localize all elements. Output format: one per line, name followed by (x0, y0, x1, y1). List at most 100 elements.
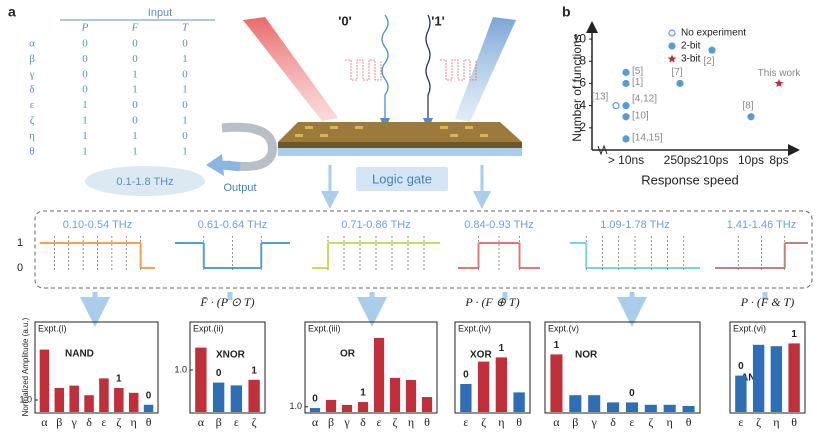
x-tick-label: β (56, 415, 62, 429)
gate-name: OR (340, 349, 356, 360)
bit-label: 1 (554, 340, 560, 351)
row-label: α (29, 38, 35, 50)
bar (99, 378, 109, 412)
x-tick-label: ε (376, 415, 381, 429)
bar (373, 337, 385, 412)
range-label: 0.71-0.86 THz (341, 219, 411, 231)
range-label: 0.10-0.54 THz (63, 219, 133, 231)
bar (421, 397, 433, 412)
x-tick-label: θ (516, 415, 522, 429)
pad (440, 126, 448, 129)
column-header: P (81, 22, 89, 34)
bit-label: 0 (629, 388, 635, 399)
gate-box (356, 167, 448, 191)
x-tick-label: > 10ns (608, 153, 644, 167)
x-tick-label: α (553, 415, 560, 429)
y-tick-label: 10 (573, 31, 587, 45)
panel-label: a (8, 4, 16, 20)
beam-label: '0' (338, 13, 351, 28)
cell: 0 (182, 68, 188, 80)
point-label: [10] (632, 110, 649, 121)
x-tick-label: γ (343, 415, 350, 429)
pad (295, 134, 303, 137)
x-tick-label: α (312, 415, 319, 429)
gate-name: AND (741, 373, 763, 384)
bit-label: 1 (360, 388, 366, 399)
formula: P · (F & T) (740, 295, 794, 309)
bar (752, 344, 765, 412)
point-label: [14,15] (632, 133, 663, 144)
marker (676, 79, 684, 88)
x-tick-label: ε (234, 415, 239, 429)
marker (668, 29, 676, 37)
bit-label: 0 (463, 370, 469, 381)
pad (450, 134, 458, 137)
table-header: Input (148, 7, 172, 19)
band-ellipse (85, 166, 205, 196)
bar (248, 379, 260, 412)
x-tick-label: ε (463, 415, 468, 429)
x-tick-label: α (198, 415, 205, 429)
bar (460, 384, 472, 412)
truth-table: Input P F Tα 0 0 0 β 0 0 1 γ 0 1 0 δ 0 1 1 ε 1 0 0 ζ 1 0 1 η 1 1 0 θ 1 1 1 (29, 7, 215, 157)
pad (480, 134, 488, 137)
x-tick-label: β (572, 415, 578, 429)
output-arrow (221, 122, 277, 171)
bar (588, 395, 601, 412)
bar (341, 404, 353, 412)
cell: 0 (82, 53, 88, 65)
column-header: F (131, 22, 139, 34)
experiment-label: Expt.(ii) (193, 323, 224, 333)
marker (747, 113, 755, 121)
column-header: T (182, 22, 189, 34)
x-tick-label: ζ (648, 415, 653, 429)
row-label: ε (30, 99, 35, 111)
experiment-label: Expt.(iii) (308, 323, 341, 333)
marker (622, 79, 630, 88)
output-label: Output (223, 182, 256, 194)
substrate (278, 148, 522, 156)
row-label: η (29, 130, 35, 142)
bar (128, 392, 139, 412)
level-label: 0 (17, 262, 23, 274)
cell: 0 (82, 84, 88, 96)
cell: 1 (132, 145, 138, 157)
row-label: γ (29, 68, 35, 80)
bar (114, 388, 124, 412)
point-label: This work (758, 68, 802, 79)
x-tick-label: ζ (393, 415, 398, 429)
beam-label: '1' (431, 13, 444, 28)
row-label: ζ (30, 115, 35, 127)
formula: P · (F ⊕ T) (464, 295, 519, 309)
bar (569, 395, 582, 412)
bar (143, 404, 154, 412)
cell: 1 (182, 145, 188, 157)
x-tick-label: ε (629, 415, 634, 429)
x-tick-label: 8ps (769, 153, 788, 167)
bar (735, 375, 747, 412)
cell: 0 (132, 38, 138, 50)
y-axis-label: Number of functions (570, 34, 584, 141)
bar (389, 377, 401, 412)
gate-name: NAND (65, 349, 94, 360)
range-label: 1.09-1.78 THz (600, 219, 670, 231)
x-tick-label: η (667, 415, 673, 429)
x-tick-label: γ (591, 415, 598, 429)
x-tick-label: δ (86, 415, 92, 429)
range-label: 0.61-0.64 THz (198, 219, 268, 231)
x-tick-label: β (216, 415, 222, 429)
bar (195, 347, 207, 412)
point-label: [4,12] (632, 93, 657, 104)
x-tick-label: α (41, 415, 48, 429)
arrow-head (206, 154, 224, 176)
bar (625, 402, 638, 412)
cell: 1 (182, 53, 188, 65)
bit-label: 0 (738, 361, 744, 372)
marker (622, 68, 630, 76)
bar (84, 395, 94, 412)
x-tick-label: ε (101, 415, 106, 429)
bar (357, 402, 369, 412)
cell: 0 (82, 38, 88, 50)
wave (425, 14, 431, 125)
point-label: [1] (632, 77, 643, 88)
